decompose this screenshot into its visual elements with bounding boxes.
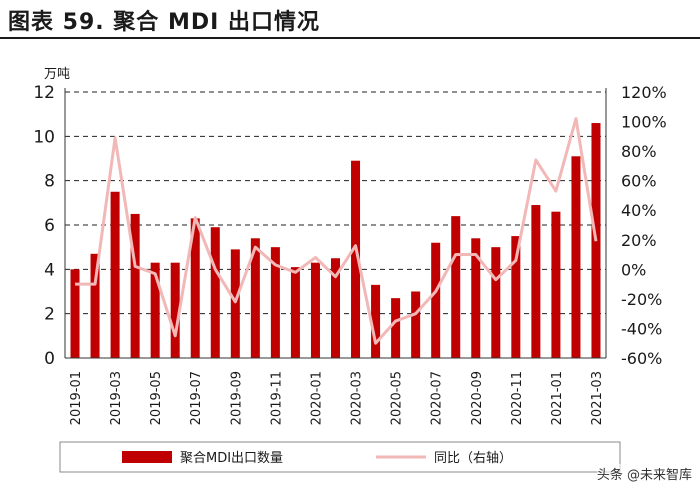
y-tick-label: 8 [44,172,55,192]
y2-tick-label: 100% [621,113,667,132]
axes [64,88,607,359]
bar [70,269,80,358]
x-tick-label: 2019-01 [69,371,84,425]
bar [110,191,120,358]
bar [290,267,300,358]
bar [90,253,100,358]
y2-tick-label: -20% [621,290,662,309]
bar [571,156,581,358]
bar [130,213,140,358]
y2-tick-label: 60% [621,172,657,191]
yoy-line [75,117,598,345]
y-tick-label: 6 [44,216,55,236]
legend-bar-label: 聚合MDI出口数量 [180,451,283,466]
x-tick-label: 2020-11 [510,371,525,425]
bar [491,247,501,358]
x-tick-label: 2019-07 [189,371,204,425]
bar [190,218,200,358]
y-tick-label: 10 [33,127,55,147]
y2-axis-ticks: -60% -40% -20% 0% 20% 40% 60% 80% 100% 120% [621,83,667,368]
chart-title: 图表 59. 聚合 MDI 出口情况 [8,10,320,35]
bar [170,262,180,358]
y2-tick-label: 40% [621,201,657,220]
bar [451,216,461,358]
x-tick-label: 2019-09 [229,371,244,425]
bar [511,236,521,358]
line-series [75,117,598,345]
legend-box [59,441,621,473]
watermark: 头条 @未来智库 [596,464,692,483]
x-tick-label: 2020-01 [309,371,324,425]
bar [270,247,280,358]
bar [391,298,401,358]
bar [471,238,481,358]
bar [411,291,421,358]
bar [431,242,441,358]
x-tick-label: 2019-03 [109,371,124,425]
bar [310,262,320,358]
y2-tick-label: 20% [621,231,657,250]
x-tick-label: 2019-11 [269,371,284,425]
bar [250,238,260,358]
y-tick-label: 2 [44,305,55,325]
bar [210,227,220,358]
x-tick-label: 2021-03 [590,371,605,425]
x-axis-ticks: 2019-01 2019-03 2019-05 2019-07 2019-09 2019-… [69,371,605,425]
legend-bar-swatch [122,451,172,463]
y2-tick-label: -60% [621,349,662,368]
y2-tick-label: 120% [621,83,667,102]
title-divider [0,37,700,39]
bar [230,249,240,358]
y-axis-label: 万吨 [44,67,70,82]
y2-tick-label: 80% [621,142,657,161]
bar [551,211,561,358]
y2-tick-label: 0% [621,260,646,279]
y2-tick-label: -40% [621,319,662,338]
x-tick-label: 2020-05 [390,371,405,425]
legend: 聚合MDI出口数量 同比（右轴） [59,441,621,473]
bar [351,160,361,358]
x-tick-label: 2020-03 [350,371,365,425]
legend-line-label: 同比（右轴） [434,451,512,466]
x-tick-label: 2021-01 [550,371,565,425]
y-tick-label: 4 [44,260,55,280]
bar [150,262,160,358]
x-tick-label: 2020-07 [430,371,445,425]
x-tick-label: 2019-05 [149,371,164,425]
bar [531,205,541,358]
bar [371,284,381,358]
y-tick-label: 12 [33,83,55,103]
bar [330,258,341,358]
y-tick-label: 0 [44,349,55,369]
x-tick-label: 2020-09 [470,371,485,425]
y-axis-ticks: 0 2 4 6 8 10 12 [33,83,55,369]
